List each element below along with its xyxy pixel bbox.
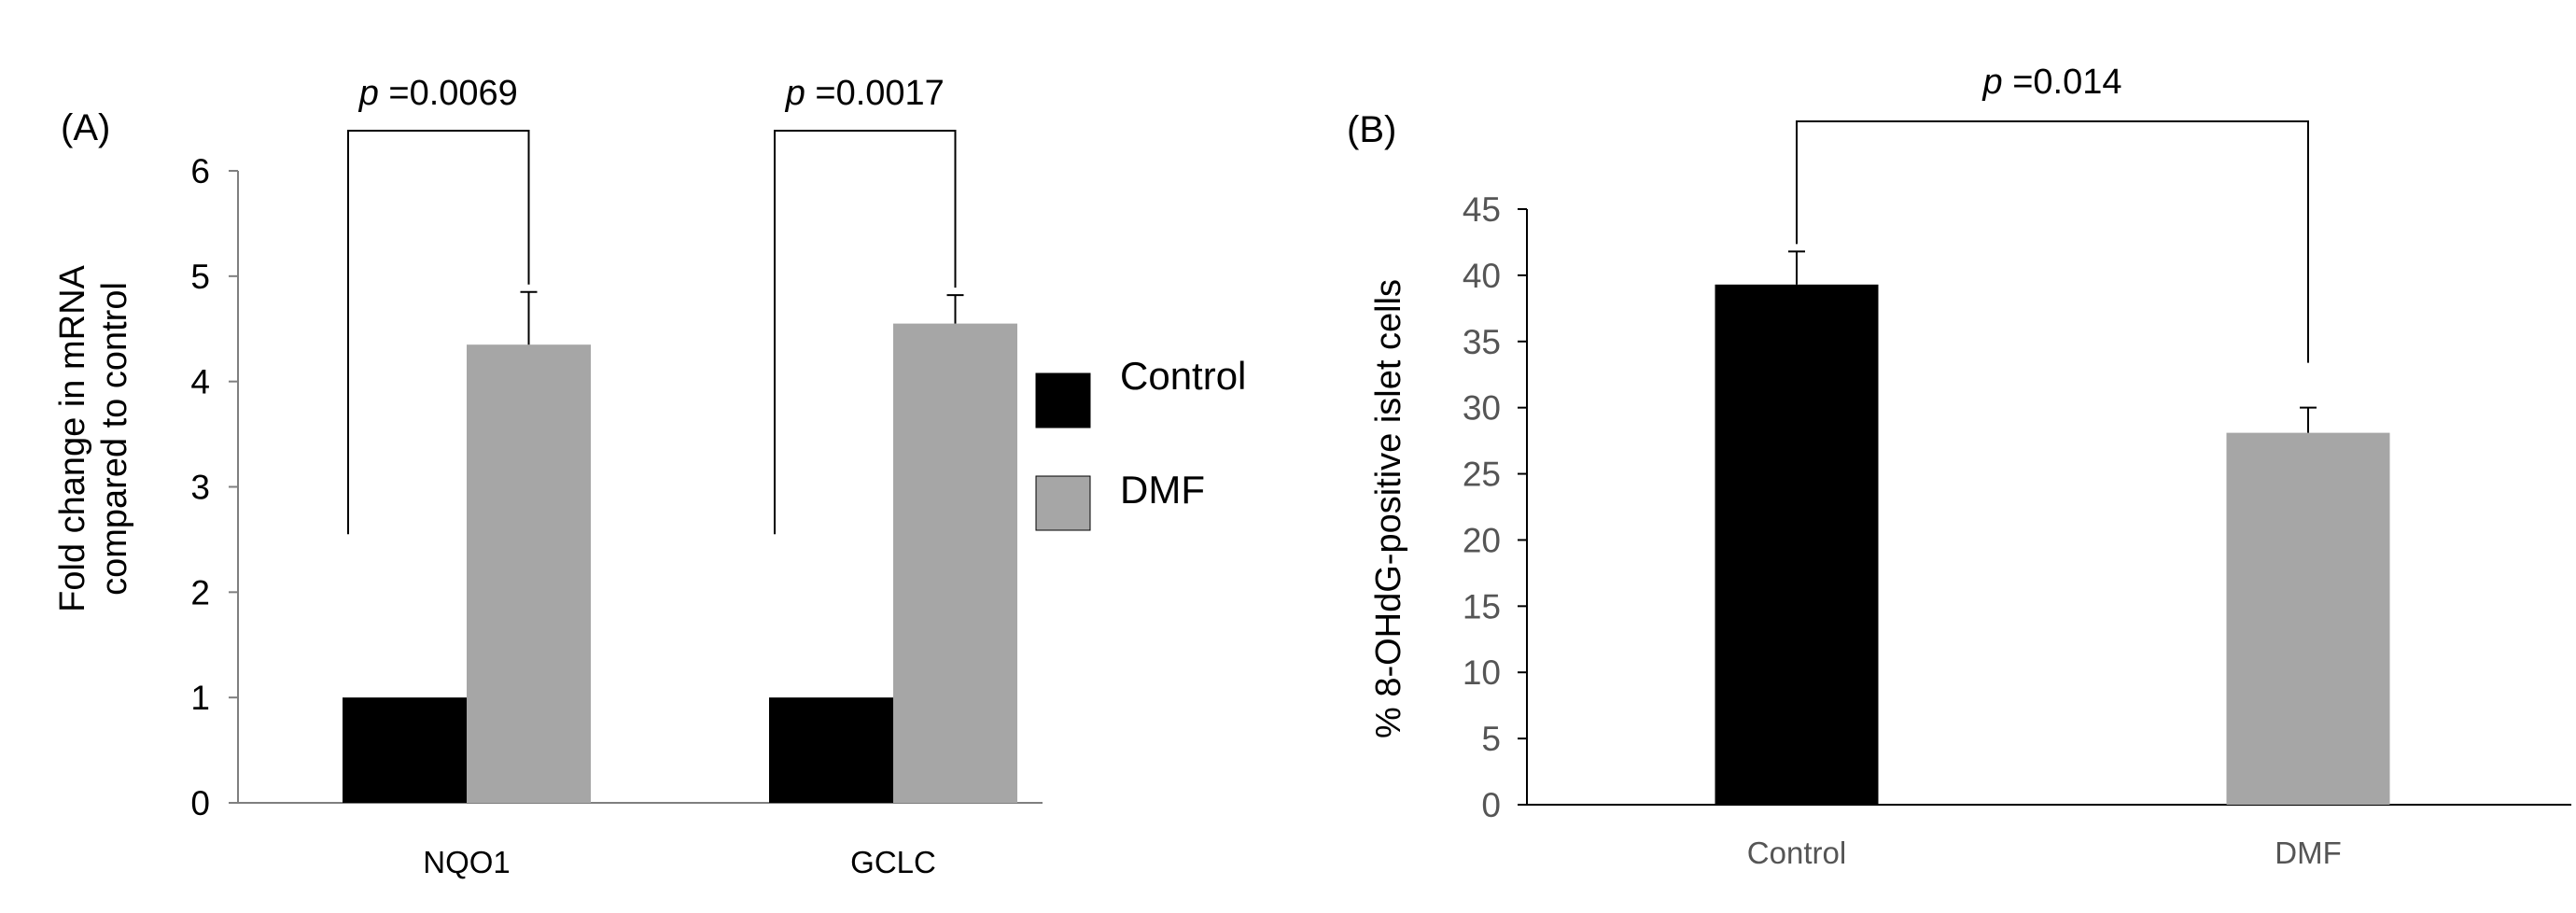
panel-b-ytick-label: 25 <box>1463 456 1501 494</box>
panel-b: (B) % 8-OHdG-positive islet cells 0 5 10 15… <box>1347 63 2571 870</box>
significance-bracket <box>1796 120 2309 363</box>
panel-a-ytick-label: 1 <box>190 679 210 717</box>
bar-control <box>1715 284 1879 805</box>
bar-nqo1-control <box>343 697 467 803</box>
p-value-gclc: p =0.0017 <box>785 74 945 113</box>
p-value-text: =0.014 <box>2003 63 2122 102</box>
panel-a-ytick-label: 4 <box>190 363 210 401</box>
panel-a-ylabel-line2: compared to control <box>95 282 134 596</box>
panel-a-ytick-label: 6 <box>190 152 210 190</box>
panel-a: (A) Fold change in mRNA compared to cont… <box>53 74 1246 879</box>
legend-swatch-dmf <box>1035 475 1091 531</box>
panel-a-ytick-label: 3 <box>190 469 210 507</box>
bar-gclc-control <box>769 697 893 803</box>
panel-b-ytick-label: 0 <box>1481 786 1501 824</box>
panel-b-ytick-label: 45 <box>1463 190 1501 229</box>
panel-b-ytick-label: 40 <box>1463 257 1501 295</box>
panel-a-category-label: NQO1 <box>423 845 511 879</box>
p-value: p =0.014 <box>1982 63 2122 102</box>
significance-bracket-nqo1 <box>347 130 530 535</box>
bar-dmf <box>2226 432 2390 805</box>
panel-b-ytick-label: 35 <box>1463 323 1501 361</box>
p-symbol: p <box>358 74 379 113</box>
panel-b-category-label: DMF <box>2275 836 2341 870</box>
p-symbol: p <box>1982 63 2003 102</box>
panel-a-label: (A) <box>61 107 110 148</box>
legend-swatch-control <box>1035 372 1091 428</box>
panel-a-ytick-label: 0 <box>190 784 210 822</box>
panel-b-ytick-label: 30 <box>1463 389 1501 428</box>
p-value-text: =0.0017 <box>805 74 945 113</box>
panel-b-ytick-label: 15 <box>1463 587 1501 625</box>
panel-a-ytick-label: 5 <box>190 258 210 296</box>
panel-a-category-label: GCLC <box>850 845 936 879</box>
panel-b-ytick-label: 5 <box>1481 720 1501 758</box>
panel-b-ytick-label: 20 <box>1463 521 1501 559</box>
panel-b-ytick-label: 10 <box>1463 653 1501 692</box>
p-value-nqo1: p =0.0069 <box>358 74 518 113</box>
panel-b-category-label: Control <box>1747 836 1846 870</box>
bar-nqo1-dmf <box>467 344 591 803</box>
significance-bracket-gclc <box>774 130 957 535</box>
p-symbol: p <box>785 74 805 113</box>
p-value-text: =0.0069 <box>379 74 518 113</box>
bar-gclc-dmf <box>893 323 1017 803</box>
panel-a-ylabel-line1: Fold change in mRNA <box>53 264 92 611</box>
legend-label-dmf: DMF <box>1120 468 1205 512</box>
panel-b-label: (B) <box>1347 109 1396 150</box>
panel-b-ylabel: % 8-OHdG-positive islet cells <box>1369 279 1408 738</box>
legend-label-control: Control <box>1120 354 1246 398</box>
panel-a-ytick-label: 2 <box>190 573 210 611</box>
